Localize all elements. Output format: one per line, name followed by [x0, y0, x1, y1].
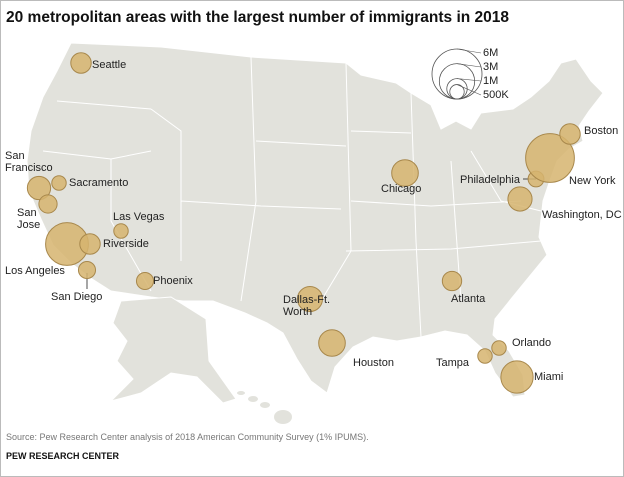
legend-leader — [456, 48, 482, 54]
source: Source: Pew Research Center analysis of … — [6, 432, 369, 442]
city-label: Dallas-Ft. Worth — [283, 294, 331, 318]
legend-label: 3M — [483, 61, 498, 73]
alaska — [109, 296, 237, 404]
legend-circle — [438, 63, 476, 100]
city-bubble — [77, 260, 97, 280]
city-label: Philadelphia — [460, 174, 520, 186]
city-bubble — [441, 270, 463, 292]
city-label: Tampa — [436, 357, 470, 369]
state-borders — [42, 56, 542, 338]
city-label: San Francisco — [5, 150, 53, 174]
legend-circle — [449, 84, 465, 100]
legend-leader — [456, 84, 482, 96]
city-bubble — [500, 360, 534, 394]
city-bubble — [135, 271, 155, 291]
legend-label: 500K — [483, 89, 509, 101]
title: 20 metropolitan areas with the largest n… — [6, 9, 510, 26]
city-bubble — [79, 233, 101, 255]
city-bubble — [477, 348, 493, 364]
city-label: New York — [569, 175, 616, 187]
legend-leader — [456, 78, 482, 82]
legend-circle — [446, 78, 468, 100]
city-label: Los Angeles — [5, 265, 65, 277]
legend-label: 6M — [483, 47, 498, 59]
city-bubble — [113, 223, 129, 239]
city-label: Orlando — [512, 337, 552, 349]
city-bubble — [297, 286, 323, 312]
city-label: Chicago — [381, 183, 422, 195]
city-bubble — [525, 133, 575, 183]
legend-label: 1M — [483, 75, 498, 87]
city-label: Riverside — [103, 238, 149, 250]
city-label: Miami — [534, 371, 564, 383]
city-bubble — [391, 159, 419, 187]
city-label: San Jose — [17, 207, 41, 231]
city-label: Sacramento — [69, 177, 129, 189]
city-label: Washington, DC — [542, 209, 622, 221]
city-bubble — [70, 52, 92, 74]
legend-leader — [456, 63, 482, 68]
city-bubble — [38, 194, 58, 214]
city-label: Houston — [353, 357, 394, 369]
city-label: Atlanta — [451, 293, 486, 305]
city-bubble — [507, 186, 533, 212]
hawaii — [237, 391, 292, 424]
city-label: Boston — [584, 125, 619, 137]
city-label: Seattle — [92, 59, 127, 71]
footer: PEW RESEARCH CENTER — [6, 451, 120, 461]
city-label: Phoenix — [153, 275, 193, 287]
city-bubble — [559, 123, 581, 145]
city-bubble — [318, 329, 346, 357]
city-label: Las Vegas — [113, 211, 165, 223]
city-label: San Diego — [51, 291, 103, 303]
legend-circle — [431, 48, 483, 100]
city-bubble — [491, 340, 507, 356]
city-bubble — [26, 175, 52, 201]
city-bubble — [51, 175, 67, 191]
